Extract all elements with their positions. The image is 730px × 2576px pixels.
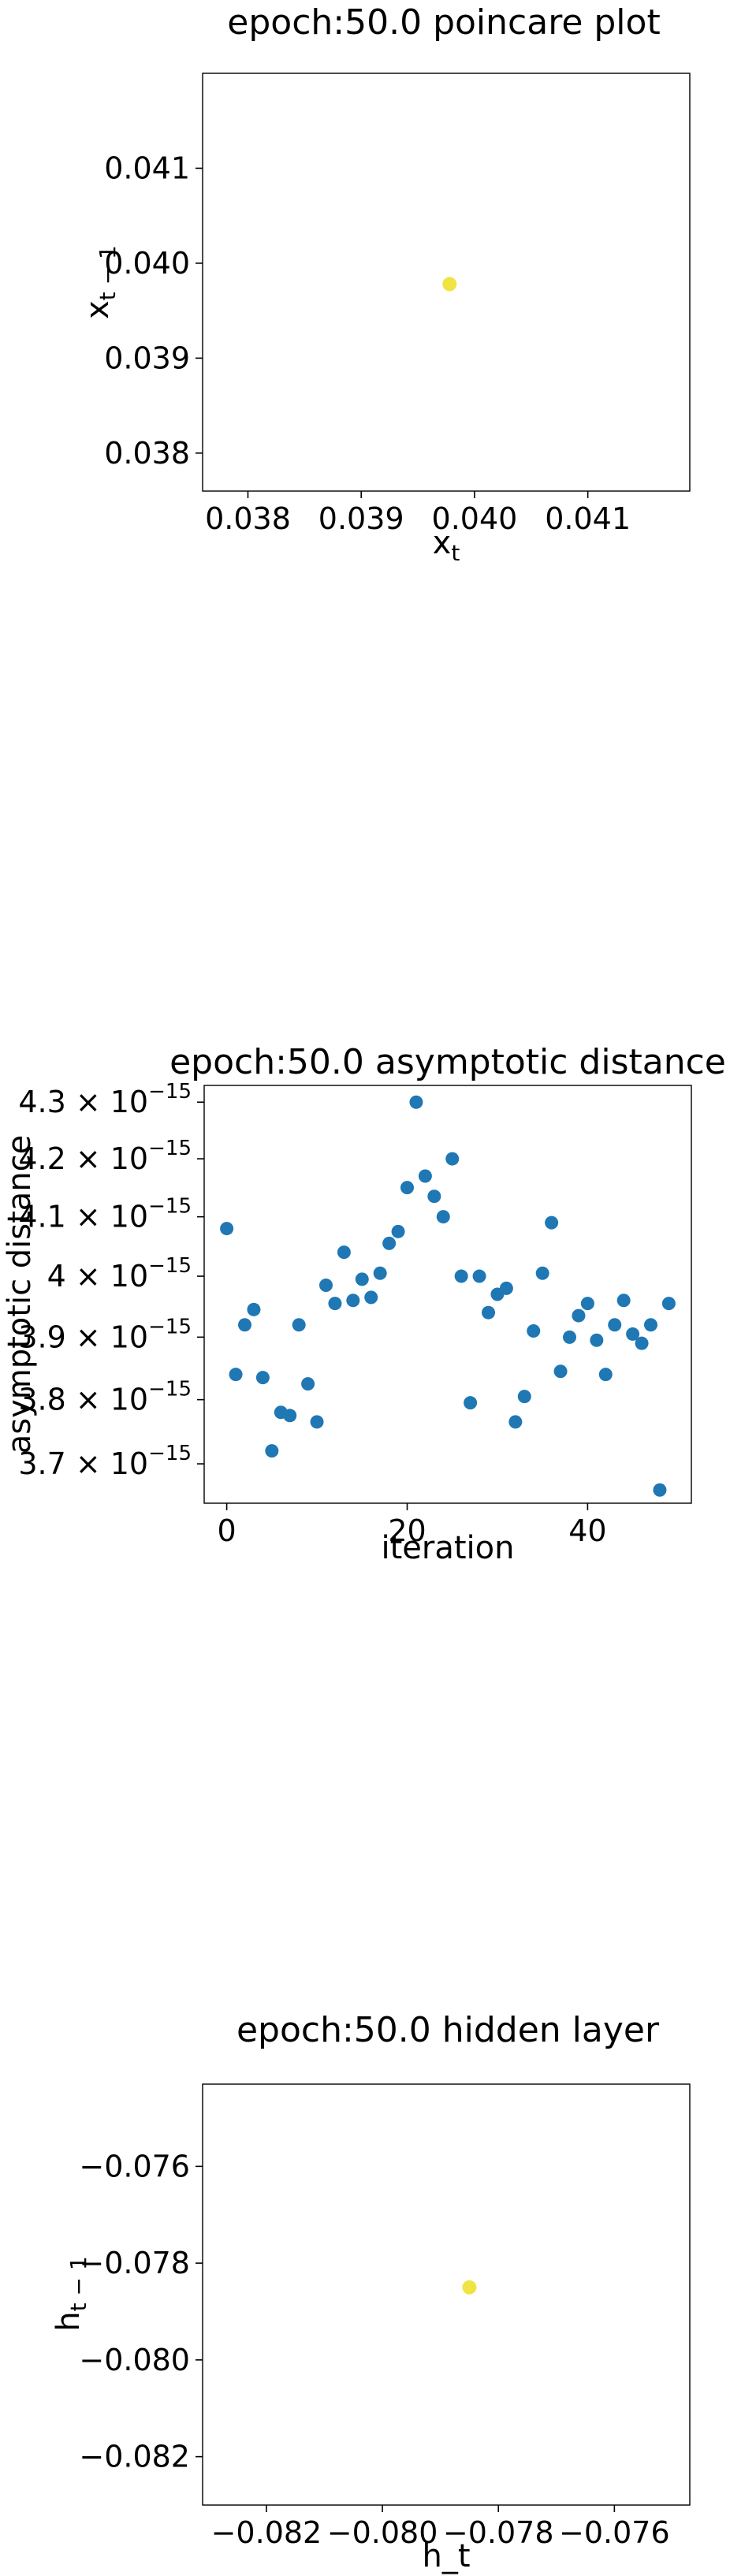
asymptotic-distance-ylabel: asymptotic distance bbox=[2, 1135, 38, 1454]
data-point bbox=[644, 1318, 657, 1332]
data-point bbox=[454, 1269, 468, 1283]
data-point bbox=[382, 1236, 397, 1250]
y-tick-label: 0.039 bbox=[104, 341, 190, 375]
x-tick-label: 0.039 bbox=[318, 501, 404, 536]
data-point bbox=[482, 1305, 495, 1320]
data-point bbox=[464, 1396, 478, 1410]
data-point bbox=[292, 1318, 306, 1332]
y-tick-label: 0.038 bbox=[104, 436, 190, 471]
data-point bbox=[590, 1333, 604, 1347]
poincare-plot-points bbox=[442, 277, 457, 292]
poincare-plot-axes-frame bbox=[202, 73, 691, 492]
poincare-plot-ticks: 0.038 0.039 0.040 0.041 0.038 0.039 0.040 0.041 bbox=[104, 151, 631, 536]
data-point bbox=[616, 1294, 631, 1308]
x-tick-label: 0.041 bbox=[545, 501, 631, 536]
data-point bbox=[545, 1215, 559, 1230]
y-tick-label: 4.1 × 10−15 bbox=[18, 1195, 192, 1234]
hidden-layer-points bbox=[462, 2280, 477, 2295]
y-tick-label: −0.080 bbox=[79, 2343, 190, 2377]
data-point bbox=[508, 1415, 523, 1429]
data-point bbox=[247, 1302, 261, 1316]
data-point bbox=[635, 1336, 649, 1350]
hidden-layer-xlabel: h_t bbox=[422, 2538, 470, 2574]
data-point bbox=[265, 1444, 279, 1458]
x-tick-label: 40 bbox=[568, 1513, 606, 1548]
data-point bbox=[255, 1371, 270, 1385]
data-point bbox=[238, 1318, 251, 1332]
x-tick-label: 20 bbox=[388, 1513, 426, 1548]
x-tick-label: 0.040 bbox=[432, 501, 518, 536]
data-point bbox=[427, 1189, 441, 1204]
y-tick-label: 4 × 10−15 bbox=[47, 1254, 192, 1294]
data-point bbox=[355, 1272, 369, 1286]
data-point bbox=[661, 1297, 676, 1311]
data-point bbox=[572, 1308, 586, 1323]
y-tick-label: 3.9 × 10−15 bbox=[18, 1315, 192, 1354]
hidden-layer-chart: epoch:50.0 hidden layer −0.082 −0.080 −0.0… bbox=[50, 2010, 691, 2574]
x-tick-label: 0 bbox=[218, 1513, 237, 1548]
y-tick-label: −0.076 bbox=[79, 2149, 190, 2183]
poincare-plot-title: epoch:50.0 poincare plot bbox=[227, 2, 660, 43]
data-point bbox=[310, 1415, 324, 1429]
y-tick-label: −0.082 bbox=[79, 2440, 190, 2474]
data-point bbox=[608, 1318, 622, 1332]
data-point bbox=[553, 1364, 568, 1379]
y-tick-label: 3.8 × 10−15 bbox=[18, 1378, 192, 1417]
data-point bbox=[319, 1279, 333, 1293]
data-point bbox=[442, 277, 457, 292]
hidden-layer-ylabel: ht − 1 bbox=[50, 2256, 91, 2331]
y-tick-label: 0.040 bbox=[104, 246, 190, 281]
poincare-plot-ylabel: xt − 1 bbox=[80, 245, 121, 319]
data-point bbox=[535, 1266, 549, 1280]
data-point bbox=[283, 1409, 297, 1423]
x-tick-label: −0.080 bbox=[327, 2515, 438, 2550]
asymptotic-distance-axes-frame bbox=[203, 1085, 692, 1504]
asymptotic-distance-title: epoch:50.0 asymptotic distance bbox=[169, 1042, 726, 1082]
data-point bbox=[418, 1169, 432, 1183]
y-tick-label: −0.078 bbox=[79, 2246, 190, 2280]
data-point bbox=[364, 1290, 378, 1305]
data-point bbox=[527, 1324, 541, 1338]
data-point bbox=[301, 1377, 315, 1391]
data-point bbox=[229, 1368, 243, 1382]
data-point bbox=[346, 1294, 360, 1308]
y-tick-label: 4.2 × 10−15 bbox=[18, 1137, 192, 1176]
data-point bbox=[409, 1095, 423, 1109]
data-point bbox=[580, 1297, 594, 1311]
asymptotic-distance-points bbox=[220, 1095, 676, 1497]
data-point bbox=[436, 1210, 450, 1224]
y-tick-label: 4.3 × 10−15 bbox=[18, 1080, 192, 1119]
data-point bbox=[626, 1327, 640, 1341]
x-tick-label: 0.038 bbox=[205, 501, 291, 536]
data-point bbox=[220, 1222, 234, 1236]
poincare-plot-chart: epoch:50.0 poincare plot 0.038 0.039 0.040… bbox=[80, 2, 691, 566]
asymptotic-distance-xlabel: iteration bbox=[382, 1530, 515, 1566]
data-point bbox=[373, 1266, 387, 1280]
data-point bbox=[499, 1281, 513, 1295]
x-tick-label: −0.076 bbox=[559, 2515, 670, 2550]
asymptotic-distance-chart: epoch:50.0 asymptotic distance 0 20 40 3.7 … bbox=[2, 1042, 726, 1566]
x-tick-label: −0.082 bbox=[211, 2515, 322, 2550]
data-point bbox=[337, 1245, 351, 1260]
hidden-layer-axes-frame bbox=[202, 2083, 691, 2506]
data-point bbox=[653, 1483, 667, 1497]
x-tick-label: −0.078 bbox=[443, 2515, 554, 2550]
y-tick-label: 3.7 × 10−15 bbox=[18, 1442, 192, 1481]
data-point bbox=[391, 1224, 405, 1238]
hidden-layer-title: epoch:50.0 hidden layer bbox=[237, 2010, 660, 2050]
data-point bbox=[400, 1181, 414, 1195]
y-tick-label: 0.041 bbox=[104, 151, 190, 185]
hidden-layer-ticks: −0.082 −0.080 −0.078 −0.076−0.082−0.080−0.0… bbox=[79, 2149, 669, 2550]
data-point bbox=[517, 1390, 531, 1404]
data-point bbox=[563, 1330, 576, 1344]
data-point bbox=[472, 1269, 486, 1283]
data-point bbox=[462, 2280, 477, 2295]
asymptotic-distance-ticks: 0 20 40 3.7 × 10−15 3.8 × 10−15 3.9 × 10−15 4 … bbox=[18, 1080, 606, 1548]
data-point bbox=[598, 1368, 613, 1382]
data-point bbox=[328, 1297, 342, 1311]
data-point bbox=[445, 1152, 460, 1166]
